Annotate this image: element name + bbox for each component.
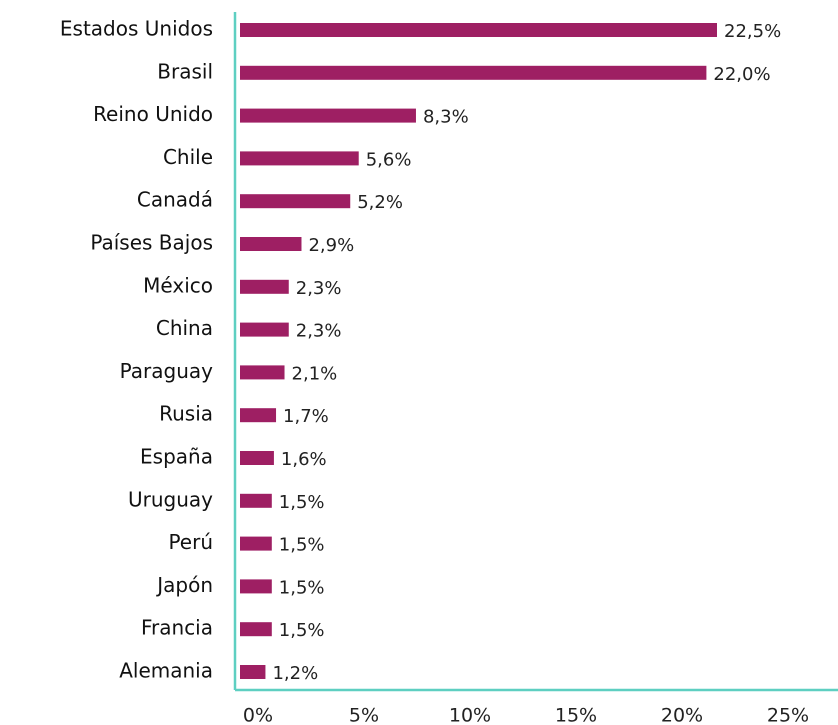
y-tick-label: Rusia bbox=[159, 402, 213, 426]
data-label: 1,5% bbox=[279, 535, 325, 556]
bar bbox=[240, 579, 272, 594]
data-label: 22,5% bbox=[724, 21, 781, 42]
bar bbox=[240, 65, 707, 80]
y-tick-label: Uruguay bbox=[128, 487, 213, 511]
bar bbox=[240, 451, 274, 465]
y-tick-label: Alemania bbox=[119, 659, 213, 683]
bar bbox=[240, 23, 717, 37]
data-label: 1,6% bbox=[281, 449, 327, 470]
data-label: 2,1% bbox=[292, 363, 338, 384]
x-tick-label: 10% bbox=[449, 705, 491, 725]
bar bbox=[240, 365, 285, 380]
y-tick-label: Paraguay bbox=[120, 359, 214, 383]
data-label: 1,5% bbox=[279, 620, 325, 641]
y-tick-label: Francia bbox=[141, 616, 213, 640]
y-tick-label: Estados Unidos bbox=[60, 17, 213, 41]
y-tick-label: Perú bbox=[168, 530, 213, 554]
x-tick-label: 25% bbox=[767, 705, 809, 725]
data-label: 1,7% bbox=[283, 406, 329, 427]
x-tick-label: 20% bbox=[661, 705, 703, 725]
bar bbox=[240, 493, 272, 508]
data-label: 5,2% bbox=[357, 192, 403, 213]
y-tick-label: Países Bajos bbox=[90, 231, 213, 255]
bar bbox=[240, 237, 302, 251]
data-label: 2,3% bbox=[296, 278, 342, 299]
data-label: 1,5% bbox=[279, 577, 325, 598]
y-tick-label: Japón bbox=[155, 573, 213, 597]
y-tick-label: China bbox=[156, 316, 213, 340]
bar bbox=[240, 322, 289, 337]
x-tick-label: 0% bbox=[243, 705, 273, 725]
bar bbox=[240, 108, 416, 123]
bar bbox=[240, 194, 351, 209]
x-tick-label: 15% bbox=[555, 705, 597, 725]
data-label: 1,5% bbox=[279, 492, 325, 513]
y-tick-label: Reino Unido bbox=[93, 102, 213, 126]
y-tick-label: Brasil bbox=[157, 59, 213, 83]
y-tick-label: Canadá bbox=[137, 188, 213, 212]
bar bbox=[240, 622, 272, 637]
data-label: 1,2% bbox=[272, 663, 318, 684]
y-tick-label: España bbox=[140, 445, 213, 469]
y-tick-label: Chile bbox=[163, 145, 213, 169]
bar bbox=[240, 279, 289, 294]
x-tick-label: 5% bbox=[349, 705, 379, 725]
data-label: 2,3% bbox=[296, 321, 342, 342]
y-tick-label: México bbox=[143, 273, 213, 297]
data-label: 5,6% bbox=[366, 149, 412, 170]
data-label: 2,9% bbox=[308, 235, 354, 256]
bar bbox=[240, 665, 266, 679]
bar bbox=[240, 536, 272, 551]
data-label: 22,0% bbox=[713, 64, 770, 85]
data-label: 8,3% bbox=[423, 107, 469, 128]
bar bbox=[240, 408, 277, 423]
bar bbox=[240, 151, 359, 166]
